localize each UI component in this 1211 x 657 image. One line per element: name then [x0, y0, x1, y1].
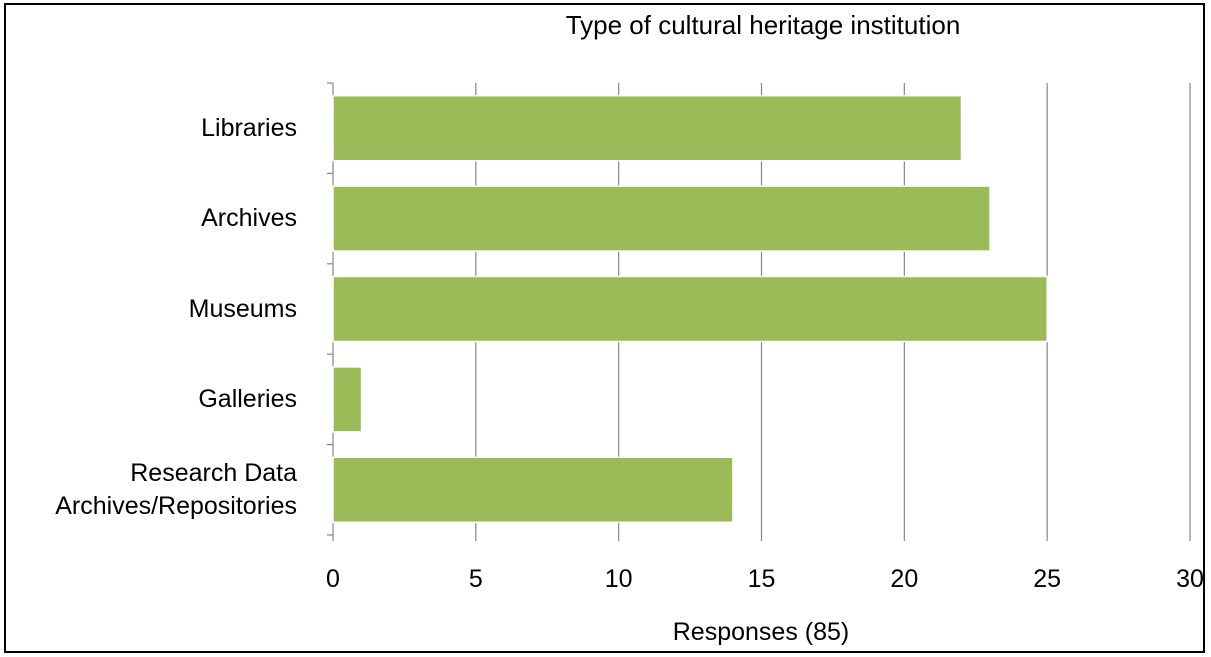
x-tick-label: 20	[890, 565, 919, 593]
y-category-label: Galleries	[198, 383, 297, 416]
y-category-label-line: Libraries	[201, 113, 297, 142]
x-tick-label: 5	[468, 565, 483, 593]
bar	[332, 94, 963, 162]
chart-title: Type of cultural heritage institution	[565, 10, 961, 40]
x-axis-title: Responses (85)	[672, 618, 850, 646]
y-category-label-line: Galleries	[198, 384, 297, 413]
x-tick-label: 30	[1176, 565, 1204, 593]
x-tick-label: 10	[604, 565, 633, 593]
y-category-label: Libraries	[201, 112, 297, 145]
x-tick-label: 15	[747, 565, 776, 593]
y-category-label-line: Archives	[201, 204, 297, 233]
bar	[332, 275, 1048, 343]
bar	[332, 185, 991, 252]
bar	[332, 456, 734, 524]
y-category-label-line: Research Data	[130, 458, 297, 487]
y-category-label: Archives	[201, 202, 297, 235]
x-tick-label: 0	[326, 565, 340, 593]
y-category-label: Museums	[189, 293, 297, 326]
y-category-label-line: Archives/Repositories	[55, 491, 297, 520]
bar	[332, 366, 363, 433]
y-category-label-line: Museums	[188, 294, 297, 323]
x-tick-label: 25	[1033, 565, 1062, 593]
y-category-label: Research Data Archives/Repositories	[55, 457, 297, 523]
